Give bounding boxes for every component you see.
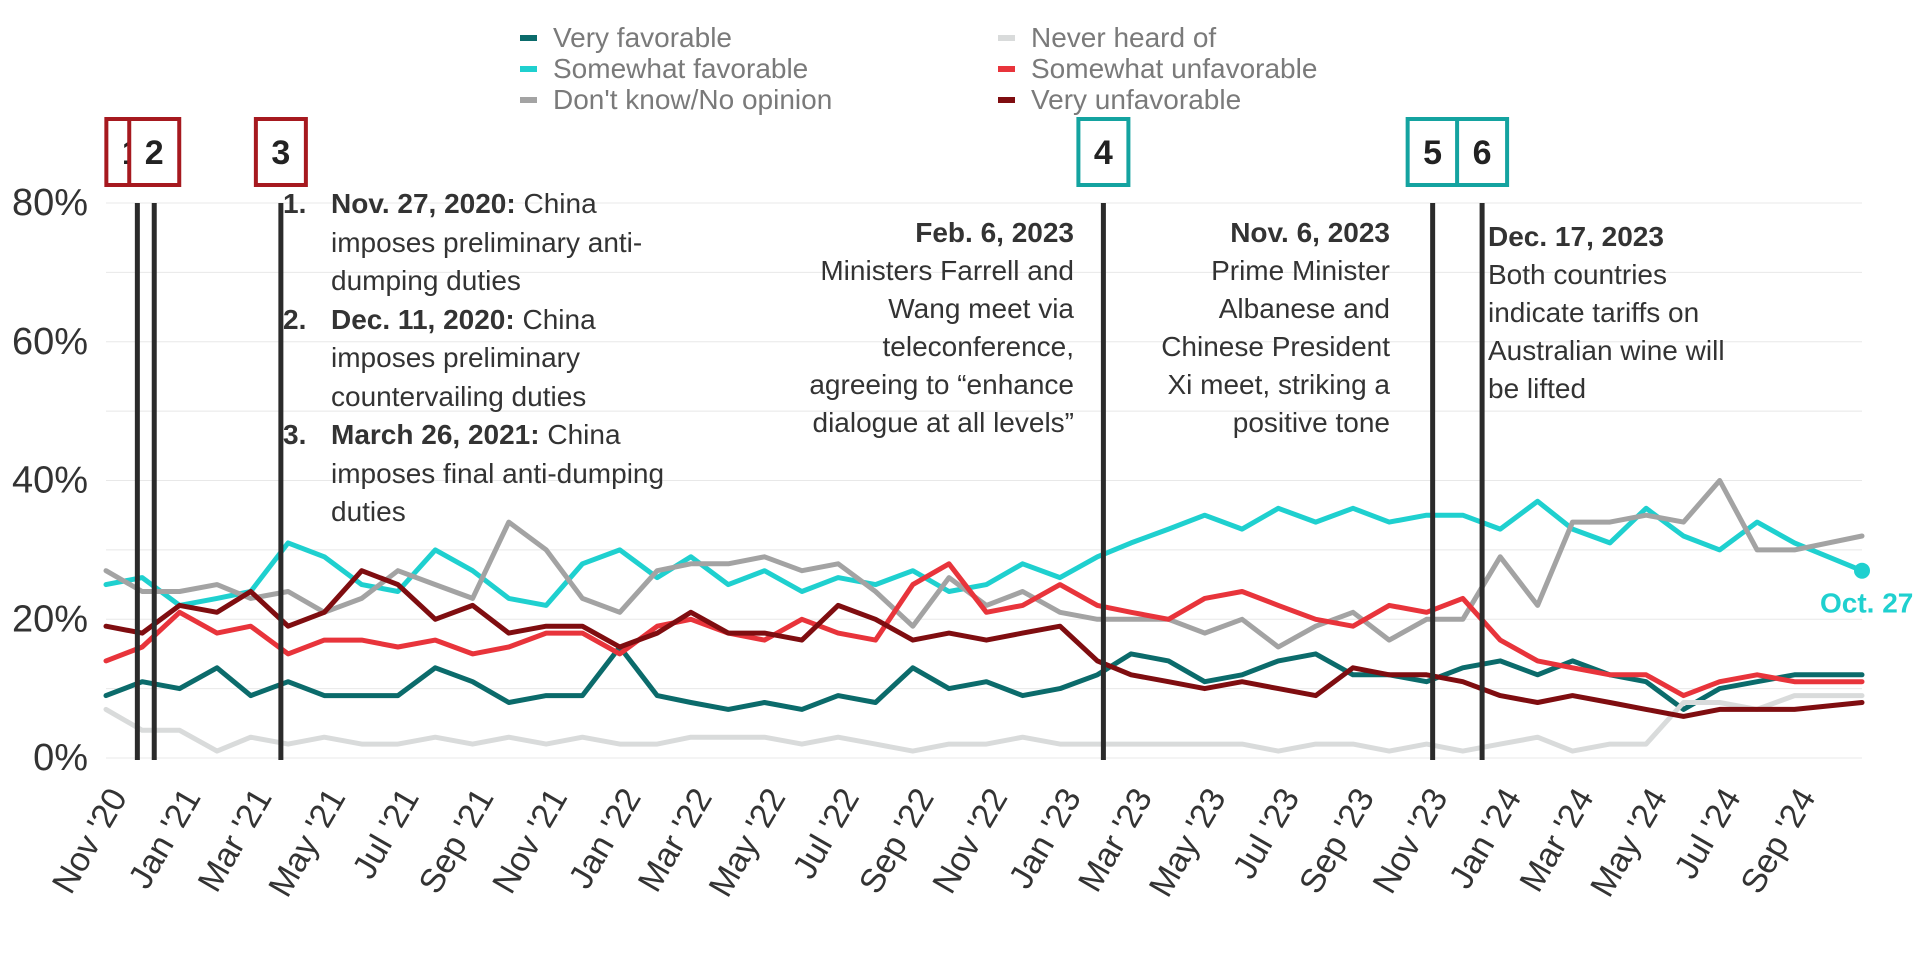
legend-label: Very unfavorable [1031,84,1242,115]
y-tick-label: 40% [12,460,88,502]
legend-item: Somewhat unfavorable [998,53,1317,84]
end-point-marker [1854,562,1870,579]
annotation-line: Prime Minister [1211,255,1390,286]
annotation-feb-2023: Feb. 6, 2023 Ministers Farrell and Wang … [740,214,1074,442]
annotation-title: Nov. 6, 2023 [1230,217,1390,248]
annotation-title: Dec. 17, 2023 [1488,221,1664,252]
annotation-line: Chinese President [1161,331,1390,362]
event-list-number: 1. [283,188,307,219]
event-number: 3 [271,134,290,172]
legend-item: Never heard of [998,22,1317,53]
x-tick-label: Sep '24 [1733,782,1823,900]
legend-swatch [520,96,537,103]
annotation-dec-2023: Dec. 17, 2023 Both countries indicate ta… [1488,218,1788,408]
x-tick-label: Jul '23 [1226,782,1308,885]
event-list-text: Nov. 27, 2020: China imposes preliminary… [331,185,703,301]
series-line [103,693,1865,754]
annotation-line: Xi meet, striking a [1167,369,1390,400]
event-list: 1. Nov. 27, 2020: China imposes prelimin… [283,185,703,532]
legend-item: Somewhat favorable [520,53,832,84]
legend-label: Very favorable [553,22,732,53]
event-list-date: March 26, 2021: [331,419,540,450]
legend-swatch [520,34,537,41]
x-tick-label: Jul '22 [785,782,867,885]
event-box [1076,117,1131,187]
legend-label: Never heard of [1031,22,1217,53]
annotation-line: indicate tariffs on [1488,297,1700,328]
event-list-description: China imposes preliminary anti-dumping d… [331,188,643,296]
legend-label: Somewhat favorable [553,53,809,84]
annotation-title: Feb. 6, 2023 [915,217,1074,248]
annotation-line: be lifted [1488,373,1587,404]
event-list-item: 1. Nov. 27, 2020: China imposes prelimin… [283,185,703,301]
annotation-line: Albanese and [1218,293,1390,324]
event-box [127,117,182,187]
series-line [103,568,1865,719]
legend-swatch [998,65,1015,72]
y-tick-label: 0% [33,737,88,779]
y-tick-label: 80% [12,182,88,224]
event-list-description: China imposes preliminary countervailing… [331,303,596,412]
x-tick-label: Jul '21 [345,782,427,885]
legend-item: Don't know/No opinion [520,84,832,115]
grid-lines [106,202,1862,759]
legend-label: Somewhat unfavorable [1031,53,1318,84]
event-list-number: 2. [283,303,307,335]
annotation-line: Ministers Farrell and [820,255,1074,286]
event-list-item: 2. Dec. 11, 2020: China imposes prelimin… [283,301,703,417]
event-list-date: Dec. 11, 2020: [331,303,515,335]
event-number: 5 [1423,134,1442,172]
x-tick-label: Jul '24 [1667,782,1749,885]
annotation-line: dialogue at all levels” [812,407,1075,438]
legend-item: Very unfavorable [998,84,1317,115]
event-list-text: Dec. 11, 2020: China imposes preliminary… [331,301,703,417]
legend-left: Very favorable Somewhat favorable Don't … [520,22,832,115]
y-tick-label: 20% [12,598,88,640]
event-number: 6 [1473,134,1492,172]
legend-item: Very favorable [520,22,832,53]
legend-swatch [520,65,537,72]
annotation-line: Both countries [1488,259,1667,290]
event-list-description: China imposes final anti-dumping duties [331,419,665,527]
event-list-item: 3. March 26, 2021: China imposes final a… [283,416,703,532]
event-list-text: March 26, 2021: China imposes final anti… [331,416,703,532]
event-box [253,117,308,187]
annotation-line: Australian wine will [1488,335,1725,366]
legend-right: Never heard of Somewhat unfavorable Very… [998,22,1317,115]
event-number: 4 [1094,134,1113,172]
event-list-number: 3. [283,419,307,450]
event-list-date: Nov. 27, 2020: [331,188,516,219]
legend-label: Don't know/No opinion [553,84,833,115]
x-tick-label: Nov '20 [45,782,135,900]
y-axis-ticks: 0% 20% 40% 60% 80% [12,182,88,779]
end-point-label: Oct. 27 [1820,588,1913,619]
annotation-line: agreeing to “enhance [809,369,1074,400]
y-tick-label: 60% [12,321,88,363]
legend-swatch [998,34,1015,41]
series-lines: Oct. 27 [103,478,1913,754]
event-markers: 123456 [104,117,1510,760]
annotation-line: Wang meet via [888,293,1074,324]
event-number: 2 [145,134,164,172]
legend-swatch [998,96,1015,103]
annotation-line: positive tone [1232,407,1390,438]
series-line [103,561,1865,699]
event-box [1455,117,1510,187]
annotation-line: teleconference, [882,331,1074,362]
series-line [103,644,1865,712]
annotation-nov-2023: Nov. 6, 2023 Prime Minister Albanese and… [1100,214,1390,442]
